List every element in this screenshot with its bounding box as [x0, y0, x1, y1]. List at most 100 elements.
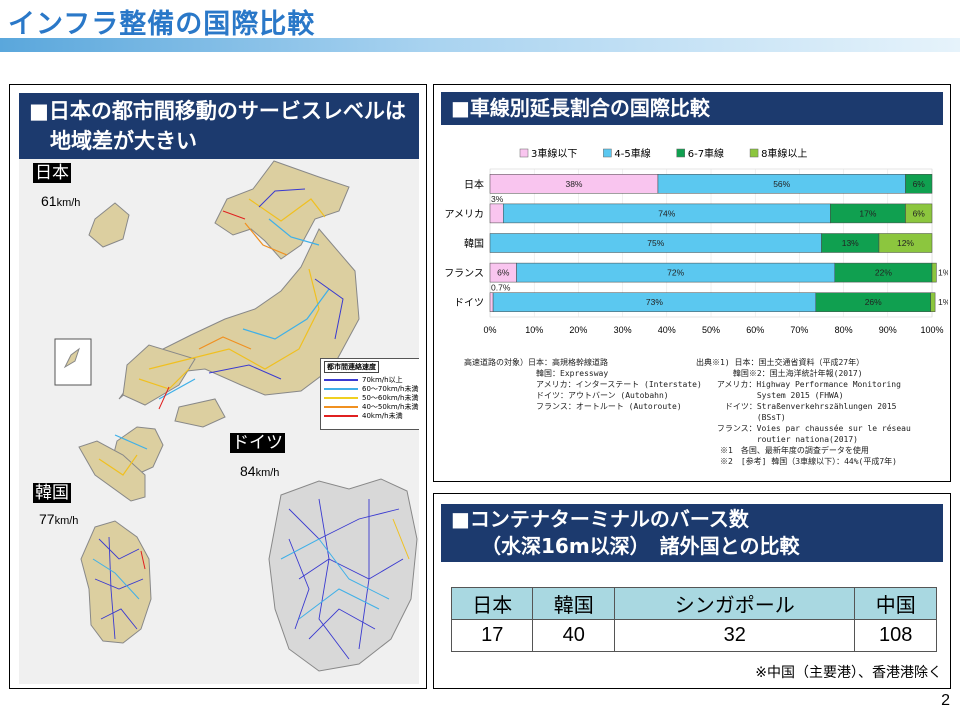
bar-segment — [489, 203, 504, 224]
korea-tag: 韓国 — [33, 483, 71, 503]
japan-map — [54, 160, 360, 502]
x-tick-label: 50% — [702, 325, 720, 335]
chart-legend-label: 3車線以下 — [531, 147, 577, 160]
x-tick-label: 100% — [920, 325, 943, 335]
speed-legend-label: 50〜60km/h未満 — [362, 393, 419, 402]
speed-legend-item: 40km/h未満 — [324, 411, 419, 420]
speed-legend-item: 40〜50km/h未満 — [324, 402, 419, 411]
bar-segment — [878, 233, 933, 253]
japan-speed: 61km/h — [41, 193, 80, 209]
bar-data-label: 17% — [859, 208, 876, 218]
speed-legend-swatch — [324, 396, 358, 399]
berth-value-singapore: 32 — [613, 619, 856, 652]
speed-legend-item: 60〜70km/h未満 — [324, 384, 419, 393]
bar-data-label: 6% — [497, 268, 510, 278]
speed-legend-rows: 70km/h以上 60〜70km/h未満 50〜60km/h未満 40〜50km/h未… — [324, 375, 419, 420]
berth-col-singapore: シンガポール — [613, 587, 856, 620]
container-berth-heading-line1: ■コンテナターミナルのバース数 — [451, 507, 749, 531]
chart-legend-label: 6-7車線 — [688, 147, 724, 160]
x-tick-label: 80% — [835, 325, 853, 335]
germany-speed-value: 84 — [240, 463, 256, 479]
bar-data-label: 74% — [658, 208, 675, 218]
y-category-label: ドイツ — [454, 298, 484, 309]
japan-speed-unit: km/h — [56, 197, 81, 209]
page-title: インフラ整備の国際比較 — [8, 9, 316, 40]
berth-col-korea: 韓国 — [532, 587, 615, 620]
lane-ratio-chart: 3車線以下 4-5車線 6-7車線 8車線以上 0% 10% 20% 30% 40% 50% 60%… — [444, 147, 948, 335]
speed-legend-swatch — [324, 414, 358, 417]
container-berth-heading-line2: （水深16m以深） 諸外国との比較 — [451, 534, 800, 558]
bar-data-label: 73% — [646, 297, 663, 307]
berth-value-korea: 40 — [532, 619, 615, 652]
speed-legend-label: 60〜70km/h未満 — [362, 384, 419, 393]
city-travel-panel: ■日本の都市間移動のサービスレベルは 地域差が大きい — [9, 84, 427, 689]
speed-legend: 都市間連絡速度 70km/h以上 60〜70km/h未満 50〜60km/h未満 40… — [320, 358, 419, 430]
speed-legend-item: 70km/h以上 — [324, 375, 419, 384]
chart-legend-swatch — [603, 148, 612, 158]
berth-note: ※中国（主要港）、香港港除く — [755, 665, 942, 681]
y-category-label: 韓国 — [464, 238, 484, 250]
city-travel-heading-line2: 地域差が大きい — [29, 129, 197, 153]
bar-data-label: 3% — [491, 194, 504, 204]
x-tick-label: 70% — [790, 325, 808, 335]
bar-segment — [930, 292, 936, 312]
speed-legend-swatch — [324, 405, 358, 408]
x-tick-label: 40% — [658, 325, 676, 335]
x-tick-label: 60% — [746, 325, 764, 335]
bar-data-label: 13% — [842, 238, 859, 248]
germany-tag: ドイツ — [230, 433, 285, 453]
korea-speed-value: 77 — [39, 511, 55, 527]
berth-value-japan: 17 — [450, 619, 534, 652]
source-left: 高速道路の対象）日本：高規格幹線道路 韓国：Expressway アメリカ：イン… — [464, 358, 702, 411]
berth-col-china: 中国 — [854, 587, 937, 620]
korea-map — [80, 520, 152, 644]
bar-data-label: 6% — [913, 208, 926, 218]
berth-table: 日本 韓国 シンガポール 中国 17 40 32 108 — [450, 587, 937, 652]
speed-legend-swatch — [324, 378, 358, 381]
berth-col-japan: 日本 — [450, 587, 534, 620]
bar-segment — [905, 203, 933, 224]
speed-legend-label: 70km/h以上 — [362, 375, 403, 384]
speed-legend-item: 50〜60km/h未満 — [324, 393, 419, 402]
container-berth-panel: ■コンテナターミナルのバース数 （水深16m以深） 諸外国との比較 日本 韓国 … — [433, 493, 951, 689]
maps-area: 日本 61km/h ドイツ 84km/h 韓国 77km/h 都市間連絡速度 7… — [19, 159, 419, 684]
berth-table-value-row: 17 40 32 108 — [450, 619, 937, 652]
lane-ratio-panel: ■車線別延長割合の国際比較 3車線以下 4-5車線 6-7車線 8車線以上 0% 10% 2… — [433, 84, 951, 482]
bar-data-label: 22% — [875, 268, 892, 278]
korea-speed: 77km/h — [39, 511, 78, 527]
bar-data-label: 26% — [865, 297, 882, 307]
bar-data-label: 38% — [565, 179, 582, 189]
x-tick-label: 10% — [525, 325, 543, 335]
y-category-label: フランス — [444, 268, 484, 280]
bar-segment — [931, 262, 937, 283]
chart-legend-label: 4-5車線 — [614, 147, 650, 160]
chart-legend-label: 8車線以上 — [761, 147, 807, 160]
berth-table-header-row: 日本 韓国 シンガポール 中国 — [450, 587, 937, 620]
bar-data-label: 1% — [938, 297, 948, 307]
bar-data-label: 6% — [913, 179, 926, 189]
container-berth-heading: ■コンテナターミナルのバース数 （水深16m以深） 諸外国との比較 — [441, 504, 943, 562]
germany-speed-unit: km/h — [255, 467, 280, 479]
maps-svg — [54, 160, 418, 672]
speed-legend-title: 都市間連絡速度 — [324, 361, 379, 373]
y-category-label: アメリカ — [445, 208, 485, 220]
chart-legend-swatch — [749, 148, 759, 158]
chart-legend-swatch — [676, 148, 685, 158]
y-category-label: 日本 — [464, 178, 484, 191]
x-tick-label: 30% — [614, 325, 632, 335]
speed-legend-swatch — [324, 387, 358, 390]
page-number: 2 — [941, 692, 950, 709]
source-right: 出典※1) 日本：国土交通省資料（平成27年） 韓国※2：国土海洋統計年報(20… — [696, 358, 911, 466]
x-tick-label: 0% — [483, 325, 496, 335]
x-tick-label: 20% — [569, 325, 587, 335]
city-travel-heading: ■日本の都市間移動のサービスレベルは 地域差が大きい — [19, 93, 419, 159]
germany-speed: 84km/h — [240, 463, 279, 479]
bar-data-label: 0.7% — [491, 283, 511, 293]
bar-segment — [489, 292, 494, 312]
chart-legend-swatch — [519, 148, 529, 158]
bar-data-label: 12% — [897, 238, 914, 248]
speed-legend-label: 40km/h未満 — [362, 411, 403, 420]
bar-segment — [905, 174, 933, 194]
japan-tag: 日本 — [33, 163, 71, 183]
berth-value-china: 108 — [854, 619, 937, 652]
